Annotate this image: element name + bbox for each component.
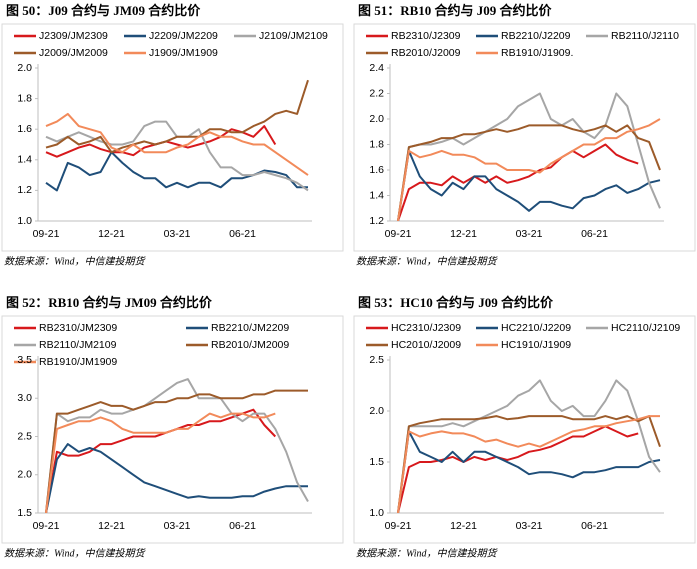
y-tick-label: 3.0 <box>17 392 32 404</box>
legend-label: RB1910/J1909. <box>501 47 573 59</box>
legend-label: J2309/JM2309 <box>39 30 108 42</box>
chart-title: 图 51：RB10 合约与 J09 合约比价 <box>358 3 553 18</box>
series-line <box>45 79 309 154</box>
y-tick-label: 1.8 <box>369 138 384 150</box>
chart-frame <box>1 315 344 544</box>
chart-frame <box>353 315 696 544</box>
series-line <box>45 443 308 513</box>
y-tick-label: 2.0 <box>17 62 32 74</box>
x-tick-label: 06-21 <box>229 228 256 240</box>
x-tick-label: 12-21 <box>98 520 125 532</box>
y-tick-label: 1.5 <box>369 456 384 468</box>
series-line <box>45 389 308 513</box>
legend-label: RB2210/J2209 <box>501 30 571 42</box>
source-note: 数据来源：Wind，中信建投期货 <box>4 255 147 267</box>
x-tick-label: 03-21 <box>164 228 191 240</box>
series-line <box>397 124 661 221</box>
y-tick-label: 2.0 <box>369 113 384 125</box>
legend-label: HC2310/J2309 <box>391 322 461 334</box>
legend-label: HC2110/J2109 <box>611 322 680 334</box>
x-tick-label: 12-21 <box>450 228 477 240</box>
series-line <box>45 412 276 513</box>
legend-label: RB2310/JM2309 <box>39 322 117 334</box>
x-tick-label: 09-21 <box>33 520 60 532</box>
x-tick-label: 12-21 <box>450 520 477 532</box>
series-line <box>45 112 309 176</box>
y-tick-label: 1.2 <box>17 184 32 196</box>
legend-label: RB2110/J2110 <box>611 30 679 42</box>
y-tick-label: 1.6 <box>17 123 32 135</box>
x-tick-label: 06-21 <box>581 228 608 240</box>
legend-label: RB2210/JM2209 <box>211 322 289 334</box>
y-tick-label: 1.5 <box>17 507 32 519</box>
x-tick-label: 09-21 <box>385 228 412 240</box>
y-tick-label: 2.4 <box>369 62 384 74</box>
x-tick-label: 09-21 <box>385 520 412 532</box>
legend-label: J2209/JM2209 <box>149 30 218 42</box>
series-line <box>397 92 661 221</box>
x-tick-label: 03-21 <box>516 520 543 532</box>
y-tick-label: 1.6 <box>369 164 384 176</box>
y-tick-label: 1.4 <box>369 189 384 201</box>
y-tick-label: 1.0 <box>17 215 32 227</box>
x-tick-label: 06-21 <box>581 520 608 532</box>
series-line <box>397 149 661 221</box>
x-tick-label: 09-21 <box>33 228 60 240</box>
y-tick-label: 1.2 <box>369 215 384 227</box>
legend-label: J1909/JM1909 <box>149 47 218 59</box>
series-line <box>45 151 308 192</box>
chart-frame <box>1 23 344 252</box>
legend-label: RB2010/J2009 <box>391 47 461 59</box>
legend-label: HC2210/J2209 <box>501 322 571 334</box>
source-note: 数据来源：Wind，中信建投期货 <box>4 547 147 559</box>
y-tick-label: 2.2 <box>369 87 384 99</box>
chart-frame <box>353 23 696 252</box>
legend-label: HC1910/J1909 <box>501 339 571 351</box>
legend-label: J2109/JM2109 <box>259 30 328 42</box>
series-line <box>397 118 661 221</box>
series-line <box>45 408 277 513</box>
y-tick-label: 1.4 <box>17 154 32 166</box>
legend-label: RB2310/J2309 <box>391 30 461 42</box>
x-tick-label: 06-21 <box>229 520 256 532</box>
legend-label: RB1910/JM1909 <box>39 356 117 368</box>
series-line <box>397 430 661 513</box>
y-tick-label: 2.5 <box>17 430 32 442</box>
series-line <box>397 379 661 513</box>
chart-title: 图 50：J09 合约与 JM09 合约比价 <box>6 3 201 18</box>
series-line <box>397 425 639 513</box>
legend-label: RB2110/JM2109 <box>39 339 117 351</box>
legend-label: RB2010/JM2009 <box>211 339 289 351</box>
legend-label: HC2010/J2009 <box>391 339 461 351</box>
series-line <box>397 415 660 513</box>
y-tick-label: 2.5 <box>369 354 384 366</box>
x-tick-label: 03-21 <box>164 520 191 532</box>
y-tick-label: 3.5 <box>17 354 32 366</box>
x-tick-label: 12-21 <box>98 228 125 240</box>
source-note: 数据来源：Wind，中信建投期货 <box>356 255 499 267</box>
series-line <box>45 378 309 513</box>
series-line <box>397 143 639 221</box>
y-tick-label: 2.0 <box>17 469 32 481</box>
chart-title: 图 52：RB10 合约与 JM09 合约比价 <box>6 295 213 310</box>
y-tick-label: 1.0 <box>369 507 384 519</box>
chart-title: 图 53：HC10 合约与 J09 合约比价 <box>358 295 554 310</box>
source-note: 数据来源：Wind，中信建投期货 <box>356 547 499 559</box>
y-tick-label: 2.0 <box>369 405 384 417</box>
x-tick-label: 03-21 <box>516 228 543 240</box>
legend-label: J2009/JM2009 <box>39 47 108 59</box>
series-line <box>397 415 661 513</box>
y-tick-label: 1.8 <box>17 92 32 104</box>
